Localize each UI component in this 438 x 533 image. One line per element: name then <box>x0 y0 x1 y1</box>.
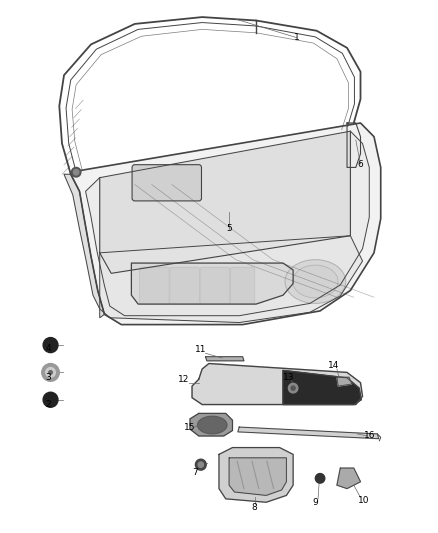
Circle shape <box>74 169 79 175</box>
Text: 8: 8 <box>252 503 258 512</box>
Text: 5: 5 <box>226 224 232 233</box>
Circle shape <box>49 370 52 374</box>
Polygon shape <box>337 468 360 489</box>
Text: 15: 15 <box>184 423 196 432</box>
Text: 10: 10 <box>358 496 370 505</box>
Text: 9: 9 <box>312 498 318 507</box>
Polygon shape <box>205 357 244 361</box>
Polygon shape <box>131 263 293 304</box>
Polygon shape <box>64 174 104 318</box>
Polygon shape <box>337 377 352 386</box>
Text: 16: 16 <box>364 432 375 440</box>
Text: 11: 11 <box>195 345 207 354</box>
Circle shape <box>198 462 204 467</box>
Text: 6: 6 <box>358 159 364 168</box>
FancyBboxPatch shape <box>170 267 199 304</box>
Circle shape <box>43 392 58 407</box>
FancyBboxPatch shape <box>139 267 169 304</box>
Circle shape <box>46 368 55 377</box>
Text: 14: 14 <box>328 361 339 370</box>
Polygon shape <box>85 131 369 316</box>
FancyBboxPatch shape <box>200 267 230 304</box>
Circle shape <box>315 473 325 483</box>
Circle shape <box>291 386 295 390</box>
Ellipse shape <box>285 260 346 303</box>
Ellipse shape <box>293 265 338 298</box>
Text: 2: 2 <box>46 400 51 409</box>
Polygon shape <box>229 458 286 495</box>
Circle shape <box>288 383 298 393</box>
Text: 4: 4 <box>46 344 51 353</box>
Polygon shape <box>100 236 363 322</box>
Polygon shape <box>100 131 350 273</box>
Text: 12: 12 <box>177 375 189 384</box>
Polygon shape <box>192 364 363 405</box>
Polygon shape <box>283 370 361 405</box>
Text: 13: 13 <box>283 373 294 382</box>
Polygon shape <box>219 448 293 502</box>
Polygon shape <box>347 123 360 167</box>
Circle shape <box>42 364 59 381</box>
Polygon shape <box>71 123 381 325</box>
Circle shape <box>43 337 58 353</box>
Circle shape <box>195 459 206 470</box>
Text: 1: 1 <box>293 33 299 42</box>
Text: 7: 7 <box>193 469 198 478</box>
Polygon shape <box>238 427 379 439</box>
Text: 3: 3 <box>46 373 51 382</box>
FancyBboxPatch shape <box>230 267 255 304</box>
Ellipse shape <box>198 416 227 434</box>
FancyBboxPatch shape <box>132 165 201 201</box>
Circle shape <box>71 167 81 177</box>
Polygon shape <box>190 414 233 436</box>
